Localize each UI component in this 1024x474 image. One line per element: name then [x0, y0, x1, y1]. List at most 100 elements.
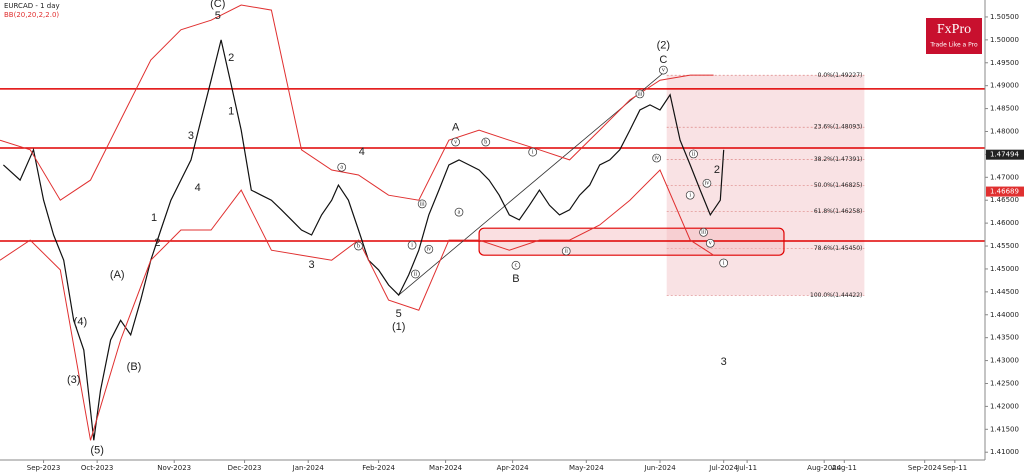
wave-circle: [705, 238, 715, 248]
wave-label-small: iv: [705, 181, 710, 187]
x-tick-label: Oct-2023: [81, 464, 113, 472]
wave-label: B: [512, 273, 519, 285]
wave-circle: [689, 149, 698, 159]
logo: FxPro Trade Like a Pro: [926, 18, 982, 54]
chart-title: EURCAD - 1 day: [4, 2, 60, 10]
wave-label: A: [452, 122, 460, 134]
wave-label-small: iii: [701, 230, 706, 236]
wave-label-small: v: [662, 67, 665, 73]
y-tick-label: 1.47000: [990, 173, 1019, 181]
wave-circle: [451, 137, 460, 147]
price-tag-label: 1.47494: [990, 151, 1019, 159]
x-tick-label: Dec-2023: [228, 464, 262, 472]
wave-circle: [528, 147, 538, 157]
x-tick-label: Nov-2023: [157, 464, 191, 472]
wave-label-small: iii: [420, 201, 425, 207]
wave-label: (C): [210, 0, 225, 10]
wave-label: 2: [154, 237, 160, 249]
wave-label-small: v: [709, 241, 712, 247]
wave-label-small: i: [723, 260, 725, 266]
x-tick-label: Sep-2024: [908, 464, 942, 472]
y-tick-label: 1.49500: [990, 59, 1019, 67]
wave-circle: [454, 207, 464, 217]
wave-label-small: a: [458, 210, 461, 216]
wave-label-small: i: [532, 149, 534, 155]
wave-label: (A): [110, 269, 125, 281]
wave-label-small: ii: [692, 151, 696, 157]
wave-label-small: ii: [565, 248, 569, 254]
fib-label: 61.8%(1.46258): [814, 208, 863, 215]
wave-circle: [407, 240, 417, 250]
wave-label: (3): [67, 374, 80, 386]
wave-circle: [424, 244, 434, 254]
price-tag: [986, 186, 1024, 197]
wave-label: 3: [721, 356, 727, 368]
x-tick-label: Feb-2024: [362, 464, 395, 472]
wave-label: 4: [195, 182, 201, 194]
fib-label: 0.0%(1.49227): [818, 72, 863, 79]
plot-area: 0.0%(1.49227) 23.6%(1.48093) 38.2%(1.47391…: [0, 0, 985, 456]
wave-circle: [652, 153, 662, 163]
y-tick-label: 1.46500: [990, 196, 1019, 204]
fib-label: 23.6%(1.48093): [814, 124, 863, 131]
wave-label: 3: [188, 130, 194, 142]
wave-label: 2: [228, 52, 234, 64]
wave-circle: [561, 246, 571, 256]
fib-label: 100.0%(1.44422): [810, 292, 862, 299]
y-tick-label: 1.48500: [990, 105, 1019, 113]
wave-label: (2): [657, 40, 670, 52]
wave-circle: [354, 241, 363, 251]
wave-label-small: b: [357, 243, 360, 249]
x-tick-label: Sep-2023: [27, 464, 61, 472]
y-tick-label: 1.41000: [990, 448, 1019, 456]
wave-label: (B): [127, 361, 142, 373]
y-tick-label: 1.44500: [990, 288, 1019, 296]
price-tag-label: 1.46689: [990, 188, 1019, 196]
y-tick-label: 1.42500: [990, 379, 1019, 387]
bollinger-band: [0, 169, 714, 441]
wave-label-small: ii: [414, 271, 418, 277]
wave-label-small: v: [454, 139, 457, 145]
y-tick-label: 1.48000: [990, 127, 1019, 135]
x-tick-label: Mar-2024: [429, 464, 463, 472]
bollinger-band: [0, 4, 714, 201]
logo-name: FxPro: [937, 22, 971, 37]
x-tick-label: Apr-2024: [497, 464, 530, 472]
x-tick-label: Jul-11: [736, 464, 757, 472]
wave-label-small: i: [689, 193, 691, 199]
y-tick-label: 1.45500: [990, 242, 1019, 250]
x-tick-label: Aug-11: [832, 464, 857, 472]
wave-circle: [659, 65, 668, 75]
wave-label: 5: [215, 10, 221, 22]
chart-subtitle: BB(20,20,2,2.0): [4, 11, 59, 19]
wave-label: 5: [396, 308, 402, 320]
wave-label-small: a: [340, 165, 343, 171]
logo-tagline: Trade Like a Pro: [929, 42, 978, 49]
fib-label: 50.0%(1.46825): [814, 182, 863, 189]
price-tag: [986, 149, 1024, 160]
y-tick-label: 1.50000: [990, 36, 1019, 44]
wave-circle: [685, 190, 695, 200]
y-tick-label: 1.43000: [990, 357, 1019, 365]
wave-circle: [411, 269, 420, 279]
y-tick-label: 1.49000: [990, 82, 1019, 90]
fib-label: 38.2%(1.47391): [814, 156, 863, 163]
wave-label: 3: [309, 259, 315, 271]
wave-circle: [702, 178, 712, 188]
wave-circle: [699, 227, 708, 237]
fib-label: 78.6%(1.45450): [814, 245, 863, 252]
x-tick-label: Jan-2024: [292, 464, 325, 472]
x-tick-label: May-2024: [569, 464, 604, 472]
wave-label-small: iii: [637, 91, 642, 97]
x-tick-label: Jul-2024: [708, 464, 738, 472]
y-tick-label: 1.46000: [990, 219, 1019, 227]
wave-circle: [481, 137, 491, 147]
wave-label-small: iv: [427, 247, 432, 253]
y-tick-label: 1.50500: [990, 13, 1019, 21]
wave-label: 1: [151, 212, 157, 224]
wave-label-small: i: [411, 242, 413, 248]
wave-label: (4): [74, 316, 87, 328]
y-tick-label: 1.43500: [990, 334, 1019, 342]
wave-circle: [511, 260, 521, 270]
x-tick-label: Aug-2024: [807, 464, 842, 472]
